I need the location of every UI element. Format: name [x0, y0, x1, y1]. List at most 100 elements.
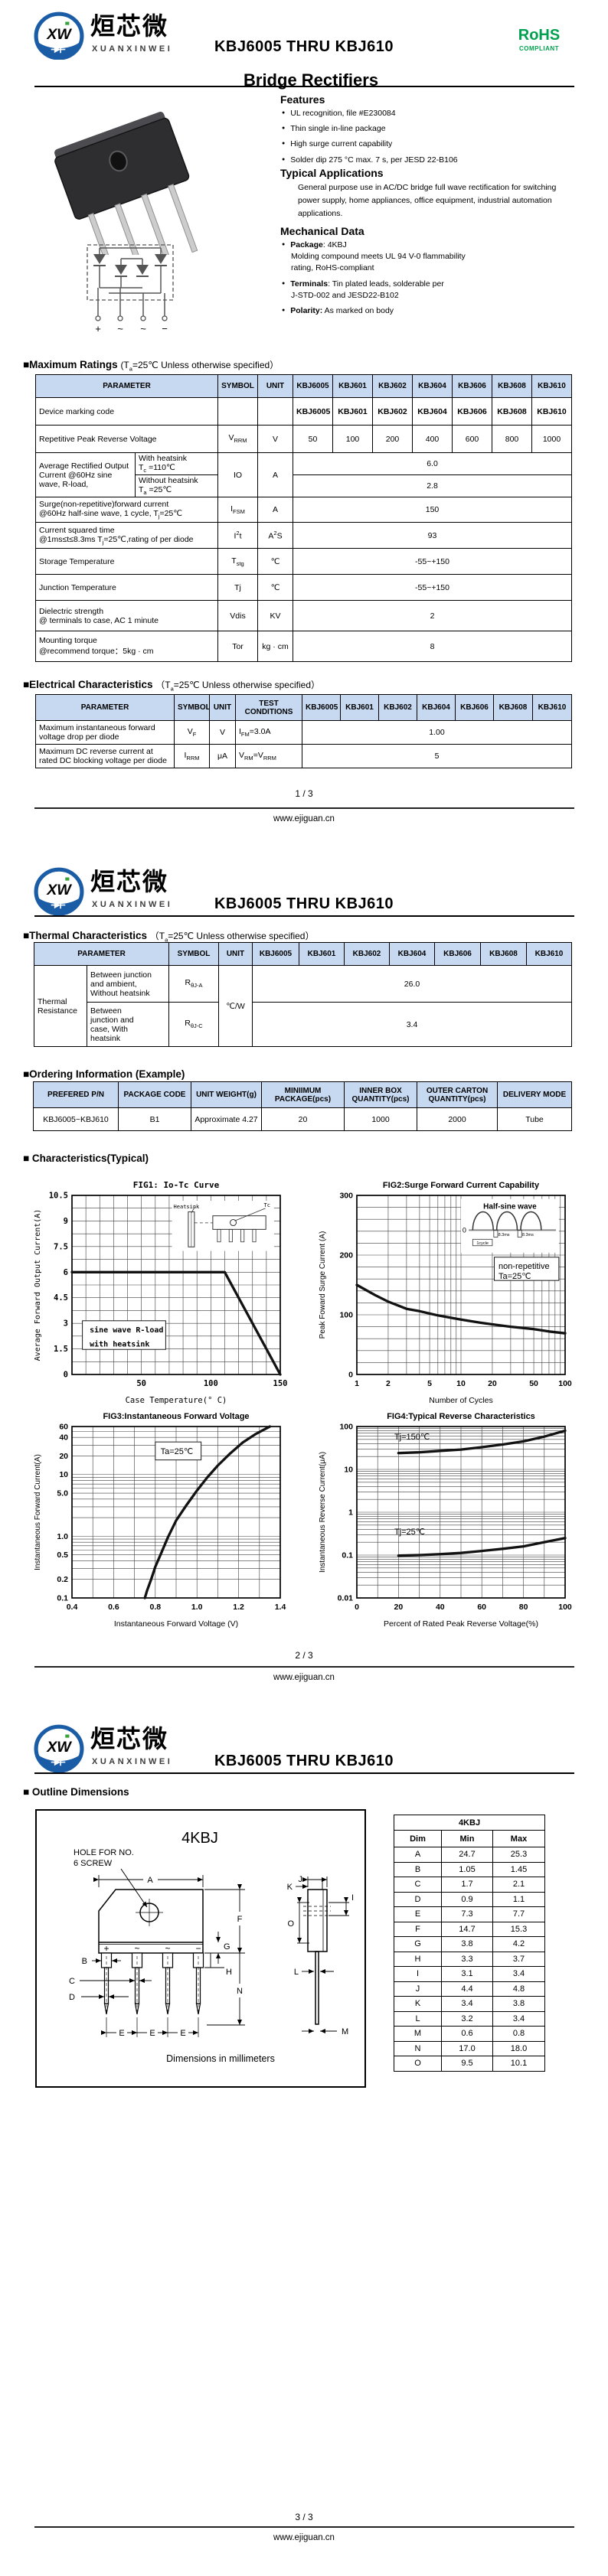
bridge-schematic: + ~ ~ −	[87, 244, 174, 334]
val: KBJ606	[452, 397, 492, 426]
hdr-device: KBJ601	[332, 374, 373, 398]
val: 200	[372, 425, 413, 453]
feature-item: High surge current capability	[282, 139, 573, 150]
svg-text:Heatsink: Heatsink	[174, 1204, 201, 1210]
svg-text:5: 5	[427, 1379, 432, 1388]
dim-letter: C	[394, 1877, 442, 1893]
outline-terminal-minus: −	[195, 1943, 201, 1954]
svg-text:6: 6	[64, 1268, 68, 1277]
svg-text:100: 100	[204, 1379, 218, 1388]
param: Between junction and case, With heatsink	[87, 1002, 169, 1047]
rohs-badge: RoHS COMPLIANT	[502, 28, 576, 52]
svg-text:Tc: Tc	[264, 1202, 270, 1208]
svg-text:8.3ms: 8.3ms	[522, 1233, 534, 1237]
unit: μA	[209, 744, 236, 768]
hdr-device: KBJ610	[531, 374, 572, 398]
param: Junction Temperature	[35, 574, 218, 602]
svg-text:Instantaneous Reverse Current(: Instantaneous Reverse Current(μA)	[319, 1452, 327, 1573]
val: KBJ610	[531, 397, 572, 426]
param: Device marking code	[35, 397, 218, 426]
dim-max: 3.8	[492, 1996, 545, 2012]
hdr-device: KBJ608	[493, 694, 533, 721]
svg-text:100: 100	[339, 1311, 353, 1320]
svg-text:150: 150	[273, 1379, 288, 1388]
outline-pkg-label: 4KBJ	[181, 1830, 218, 1847]
val: 6.0	[293, 452, 572, 476]
dim-row: L 3.2 3.4	[394, 2010, 545, 2027]
sym: IRRM	[174, 744, 210, 768]
svg-text:Case Temperature(° C): Case Temperature(° C)	[126, 1396, 227, 1405]
param-sub: With heatsink Tc =110℃	[135, 452, 218, 476]
feature-item: UL recognition, file #E230084	[282, 108, 573, 119]
hdr-device: KBJ602	[344, 942, 390, 966]
param: Mounting torque @recommend torque：5kg · c…	[35, 631, 218, 663]
svg-text:0: 0	[355, 1603, 359, 1612]
dim-max: 18.0	[492, 2040, 545, 2056]
hdr: DELIVERY MODE	[497, 1081, 572, 1108]
table-row: Storage Temperature Tstg ℃ -55~+150	[35, 548, 572, 576]
svg-text:Ta=25℃: Ta=25℃	[161, 1447, 194, 1456]
svg-text:sine wave R-load: sine wave R-load	[90, 1325, 163, 1335]
dim-row: E 7.3 7.7	[394, 1906, 545, 1922]
hdr: PARAMETER	[34, 942, 169, 966]
outline-terminal-ac2: ~	[165, 1943, 170, 1954]
page-number-1: 1 / 3	[295, 788, 313, 799]
param: Dielectric strength @ terminals to case, …	[35, 600, 218, 632]
dim-label-F: F	[237, 1915, 243, 1924]
fig2-surge-current-chart: Half-sine wave 0 8.3ms 8.3ms 1cycle non-repet…	[315, 1177, 576, 1408]
hdr-device: KBJ610	[532, 694, 572, 721]
website-link: www.ejiguan.cn	[273, 1673, 335, 1682]
svg-text:0: 0	[64, 1371, 68, 1380]
doc-title: KBJ6005 THRU KBJ610	[214, 1753, 394, 1769]
svg-text:20: 20	[394, 1603, 404, 1612]
sym: I2t	[217, 522, 258, 549]
unit: A	[257, 452, 293, 498]
svg-text:1.5: 1.5	[54, 1345, 68, 1354]
rohs-label: RoHS	[518, 27, 561, 44]
page-number-3: 3 / 3	[295, 2512, 313, 2522]
svg-text:9: 9	[64, 1217, 68, 1226]
val: 1.00	[302, 720, 572, 745]
dim-max: 15.3	[492, 1921, 545, 1937]
test-conditions: IFM=3.0A	[235, 720, 302, 745]
footer-rule-2	[34, 1666, 574, 1668]
dim-row: F 14.7 15.3	[394, 1921, 545, 1937]
svg-text:FIG1: Io-Tc Curve: FIG1: Io-Tc Curve	[133, 1180, 220, 1190]
val: -55~+150	[293, 548, 572, 576]
dim-max: 2.1	[492, 1877, 545, 1893]
table-header-row: Dim Min Max	[394, 1830, 545, 1847]
features-heading: Features	[280, 93, 325, 106]
hdr-device: KBJ608	[480, 942, 527, 966]
dim-row: G 3.8 4.2	[394, 1936, 545, 1952]
val: 93	[293, 522, 572, 549]
hdr-device: KBJ604	[412, 374, 453, 398]
hdr-device: KBJ610	[526, 942, 572, 966]
param: Maximum instantaneous forward voltage dro…	[35, 720, 175, 745]
svg-text:60: 60	[59, 1423, 68, 1432]
hdr: PARAMETER	[35, 374, 218, 398]
ordering-table: PREFERED P/N PACKAGE CODE UNIT WEIGHT(g)…	[33, 1081, 572, 1131]
feature-item: Solder dip 275 °C max. 7 s, per JESD 22-…	[282, 155, 573, 166]
logo-name-zh: 烜芯微	[90, 868, 169, 895]
param: Average Rectified Output Current @60Hz s…	[35, 452, 136, 498]
svg-text:50: 50	[136, 1379, 146, 1388]
unit: A	[257, 497, 293, 523]
unit: V	[209, 720, 236, 745]
val: 3.4	[252, 1002, 572, 1047]
val: 1000	[344, 1107, 417, 1131]
sym: RθJ-C	[168, 1002, 219, 1047]
hdr-device: KBJ602	[378, 694, 417, 721]
val: KBJ6005~KBJ610	[33, 1107, 119, 1131]
electrical-table: PARAMETER SYMBOL UNIT TEST CONDITIONS KB…	[35, 694, 572, 768]
val: 2000	[417, 1107, 498, 1131]
dim-label-E: E	[180, 2029, 185, 2038]
terminal-label-plus: +	[95, 323, 101, 334]
sym: IFSM	[217, 497, 258, 523]
dim-max: 1.45	[492, 1861, 545, 1877]
hole-note-line1: HOLE FOR NO.	[74, 1848, 134, 1857]
hdr: TEST CONDITIONS	[235, 694, 302, 721]
hdr: Dim	[394, 1830, 442, 1847]
logo-name-en: XUANXINWEI	[92, 44, 173, 54]
table-header-row: PARAMETER SYMBOL UNIT KBJ6005 KBJ601 KBJ…	[35, 374, 572, 398]
